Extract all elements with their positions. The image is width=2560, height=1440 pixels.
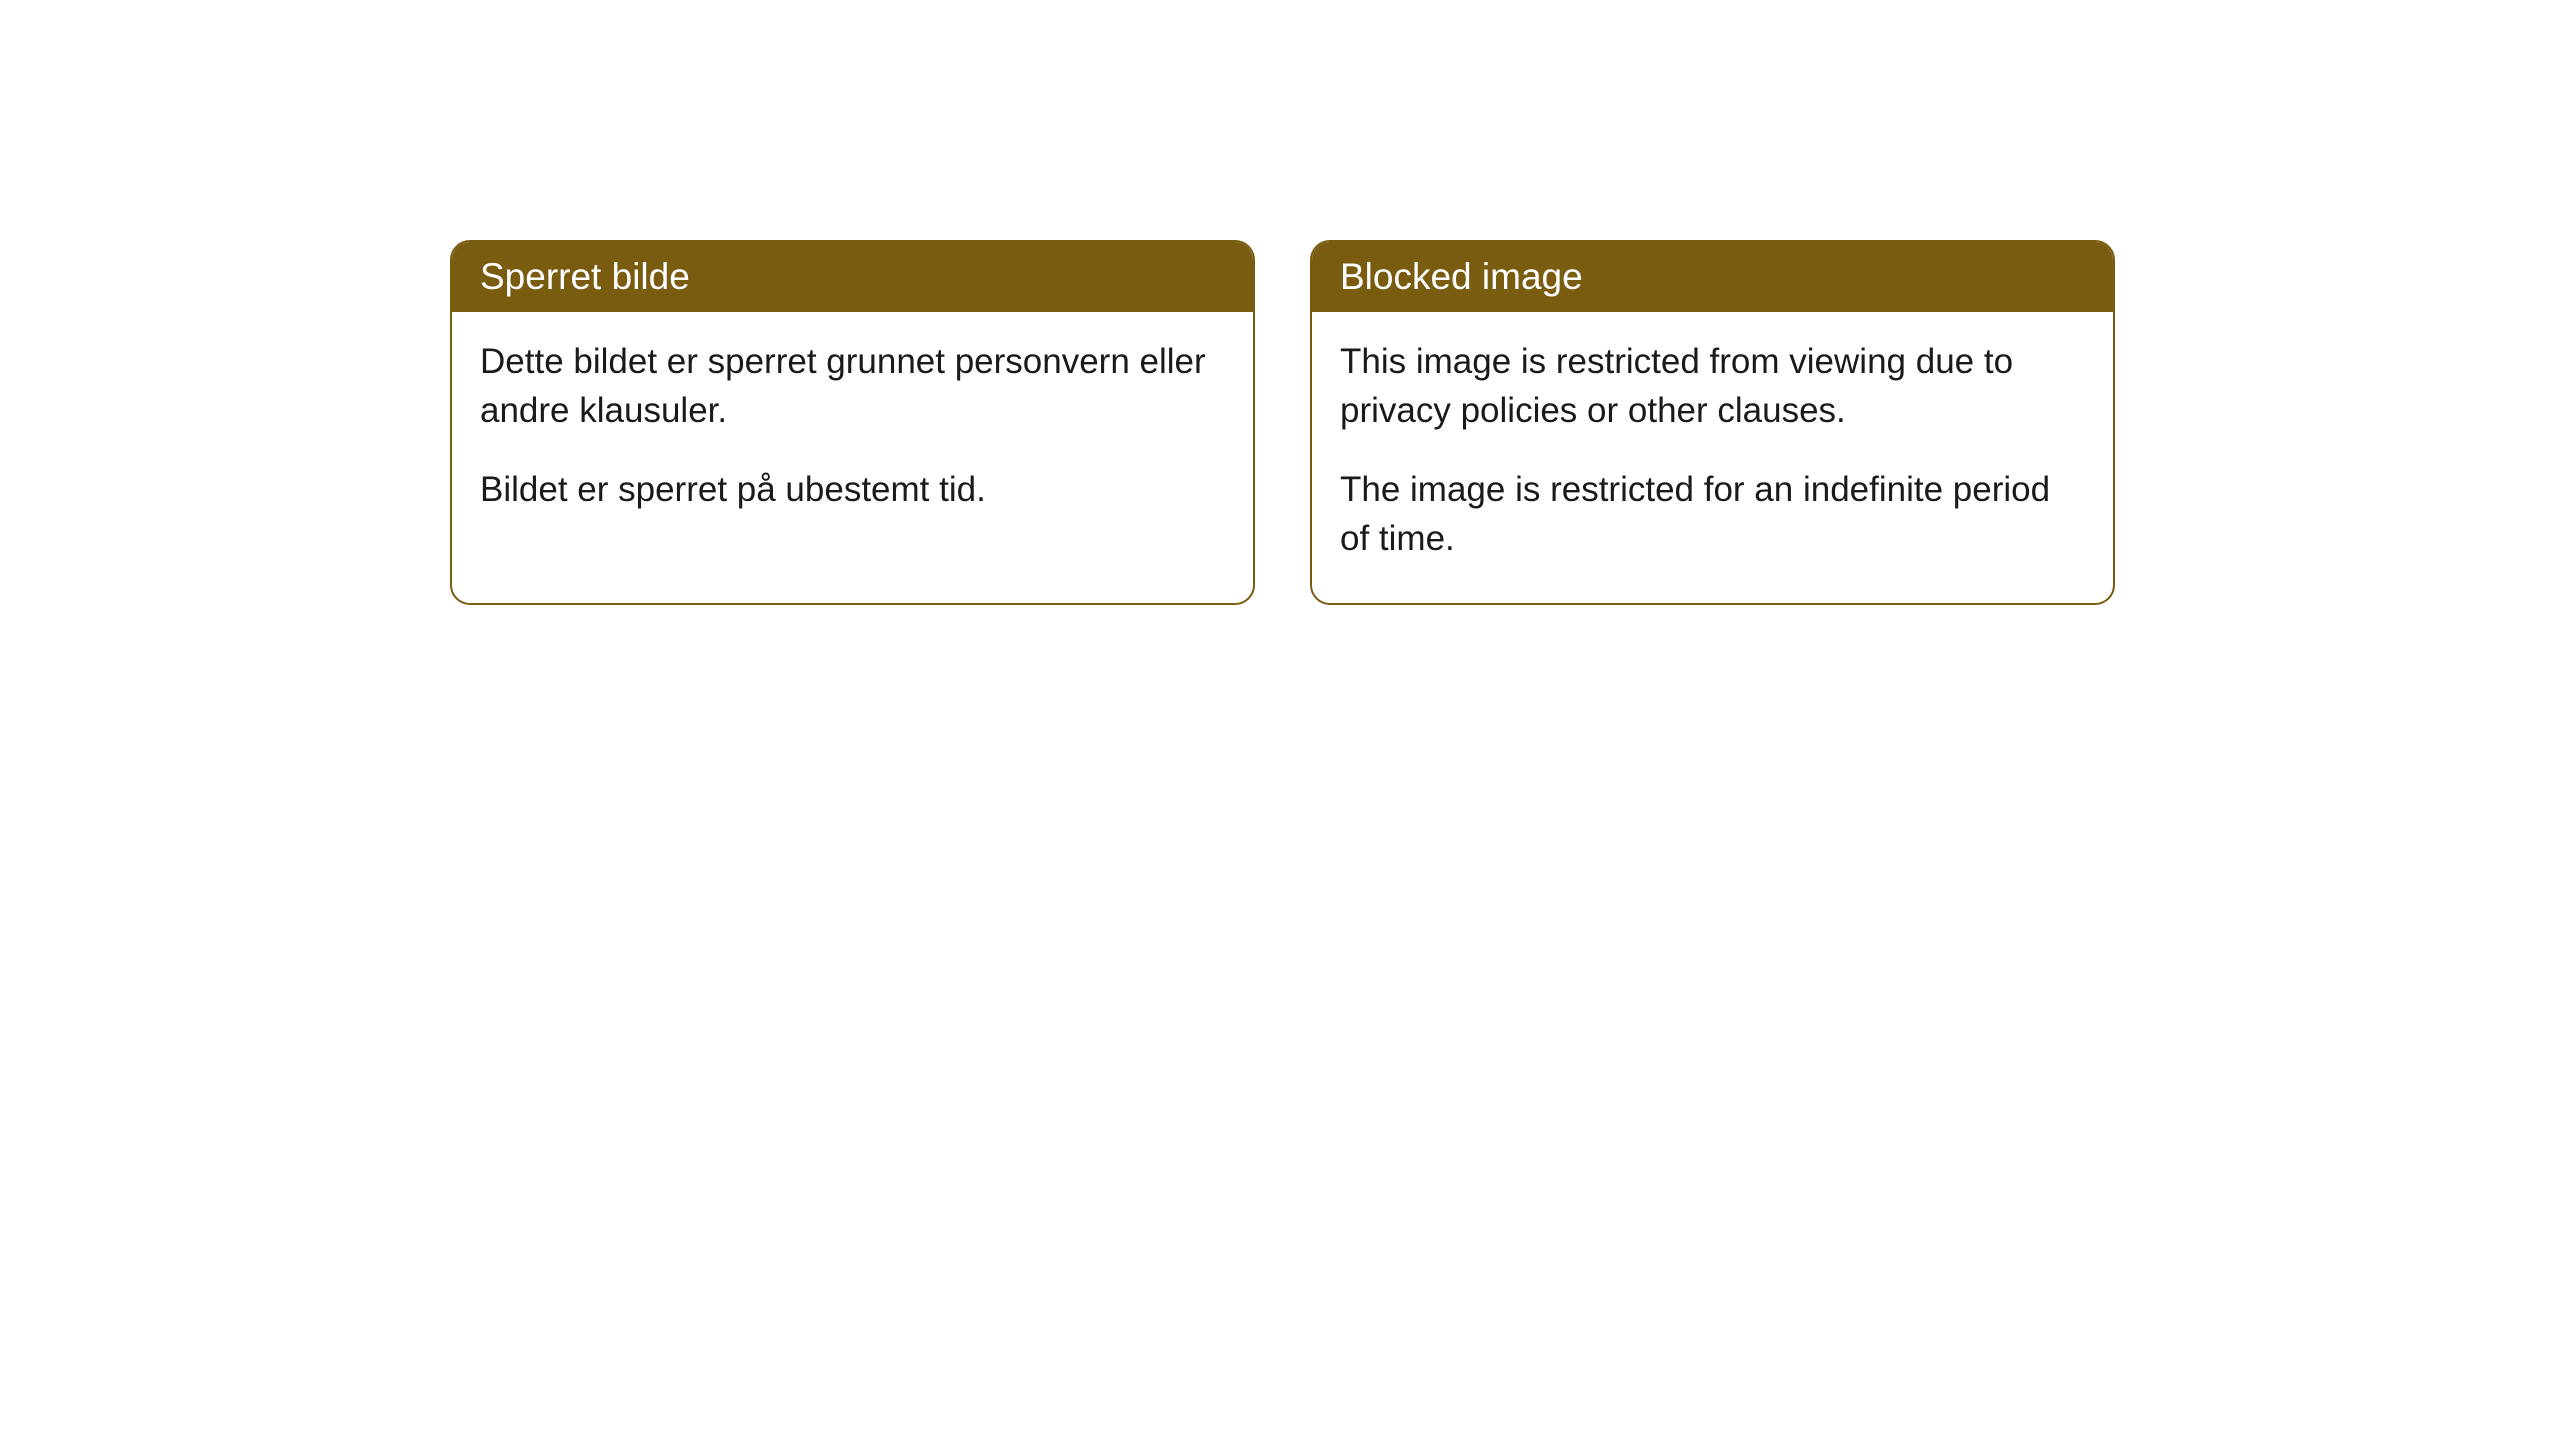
card-body-norwegian: Dette bildet er sperret grunnet personve… bbox=[452, 312, 1253, 554]
card-header-english: Blocked image bbox=[1312, 242, 2113, 312]
card-paragraph1-norwegian: Dette bildet er sperret grunnet personve… bbox=[480, 337, 1225, 435]
card-paragraph1-english: This image is restricted from viewing du… bbox=[1340, 337, 2085, 435]
card-paragraph2-norwegian: Bildet er sperret på ubestemt tid. bbox=[480, 465, 1225, 514]
card-title-english: Blocked image bbox=[1340, 256, 1583, 297]
card-body-english: This image is restricted from viewing du… bbox=[1312, 312, 2113, 603]
card-title-norwegian: Sperret bilde bbox=[480, 256, 690, 297]
card-paragraph2-english: The image is restricted for an indefinit… bbox=[1340, 465, 2085, 563]
cards-container: Sperret bilde Dette bildet er sperret gr… bbox=[450, 240, 2560, 605]
card-header-norwegian: Sperret bilde bbox=[452, 242, 1253, 312]
card-norwegian: Sperret bilde Dette bildet er sperret gr… bbox=[450, 240, 1255, 605]
card-english: Blocked image This image is restricted f… bbox=[1310, 240, 2115, 605]
